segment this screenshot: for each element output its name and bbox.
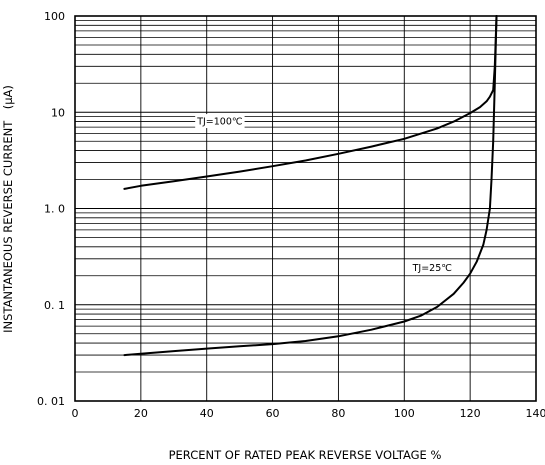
x-tick-labels: 0 20 40 60 80 100 120 140 [72, 407, 545, 420]
y-tick-label: 10 [51, 106, 65, 119]
y-axis-title: INSTANTANEOUS REVERSE CURRENT (μA) [1, 85, 15, 333]
curve-label: TJ=100℃ [196, 117, 243, 128]
x-tick-label: 80 [331, 407, 345, 420]
x-tick-label: 100 [394, 407, 415, 420]
y-tick-label: 0. 1 [44, 299, 65, 312]
x-tick-label: 20 [134, 407, 148, 420]
plot-frame [74, 15, 537, 402]
x-tick-label: 120 [460, 407, 481, 420]
x-tick-label: 60 [266, 407, 280, 420]
x-tick-label: 140 [526, 407, 545, 420]
y-tick-label: 1. 0 [44, 203, 65, 216]
curves [123, 15, 498, 357]
series-line-tj-25c [123, 15, 498, 357]
series-line-tj-100c [123, 15, 498, 190]
x-tick-label: 0 [72, 407, 79, 420]
x-axis-title: PERCENT OF RATED PEAK REVERSE VOLTAGE % [169, 448, 442, 462]
y-tick-labels: 0. 01 0. 1 1. 0 10 100 [37, 10, 65, 408]
x-tick-label: 40 [200, 407, 214, 420]
curve-label-background [410, 260, 454, 275]
curve-label-background [195, 114, 245, 129]
y-tick-label: 0. 01 [37, 395, 65, 408]
grid [75, 16, 536, 401]
curve-labels: TJ=100℃ TJ=25℃ [195, 114, 454, 275]
curve-label: TJ=25℃ [412, 263, 453, 274]
y-tick-label: 100 [44, 10, 65, 23]
